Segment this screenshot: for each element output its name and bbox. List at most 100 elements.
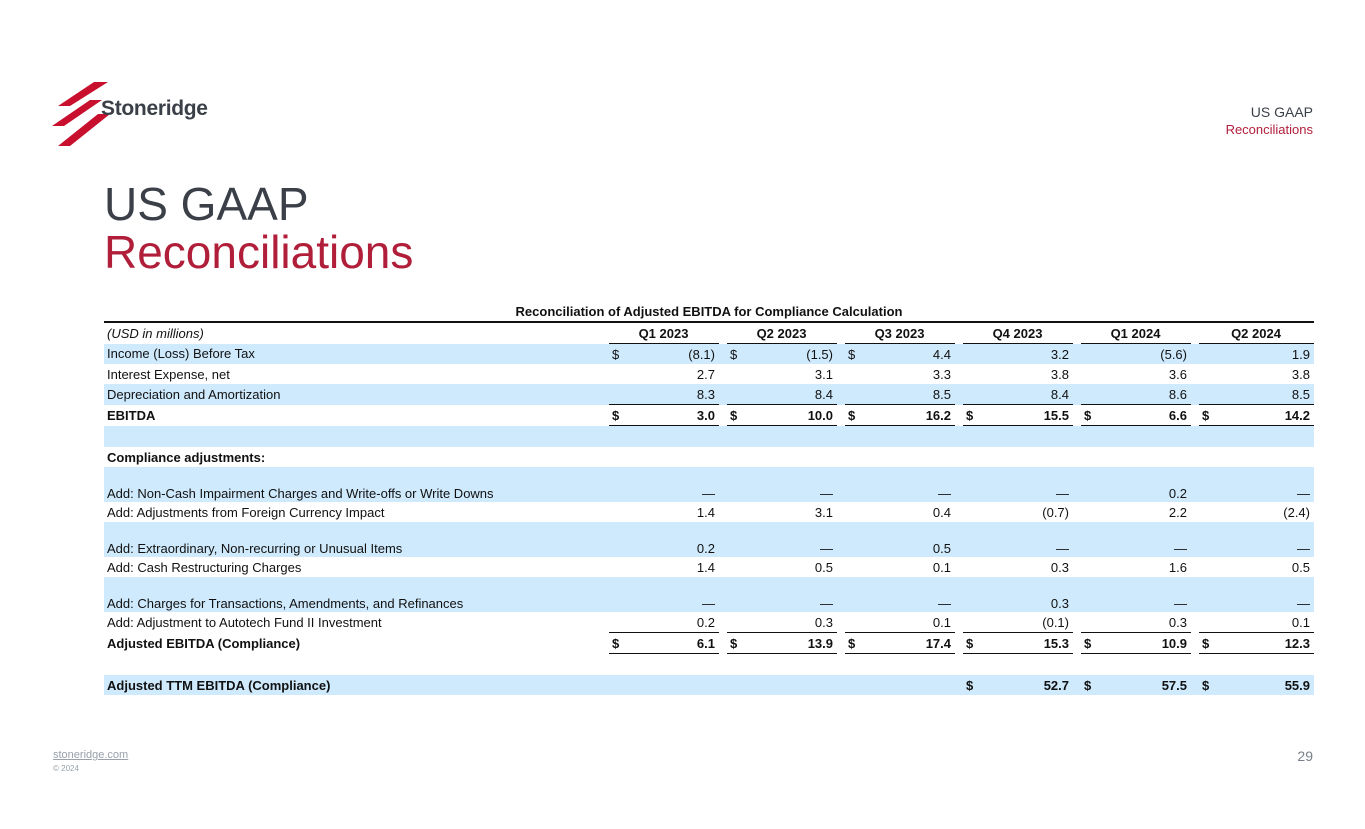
value-cell: $16.2 [845, 404, 955, 426]
value-cell: 3.1 [727, 364, 837, 384]
footer-copyright: © 2024 [53, 764, 79, 773]
value-cell: 3.6 [1081, 364, 1191, 384]
cell-value: 0.2 [1168, 486, 1187, 501]
value-cell: $13.9 [727, 632, 837, 654]
currency-symbol: $ [966, 677, 974, 693]
currency-symbol: $ [1084, 407, 1092, 423]
cell-value: — [820, 596, 833, 611]
cell-value: 0.3 [1050, 596, 1069, 611]
cell-value: — [1174, 541, 1187, 556]
value-cell: 1.4 [609, 502, 719, 522]
value-cell: 8.3 [609, 384, 719, 405]
cell-value: 10.0 [807, 407, 833, 423]
value-cell [609, 675, 719, 695]
cell-value: — [1174, 596, 1187, 611]
ebitda-reconciliation-table: (USD in millions) Q1 2023 Q2 2023 Q3 202… [104, 321, 1314, 695]
cell-value: 8.4 [1050, 386, 1069, 402]
currency-symbol: $ [612, 407, 620, 423]
value-cell: 8.5 [1199, 384, 1314, 405]
value-cell: — [845, 577, 955, 612]
cell-value: 15.5 [1043, 407, 1069, 423]
cell-value: 8.6 [1168, 386, 1187, 402]
value-cell: — [1199, 577, 1314, 612]
cell-value: 0.1 [932, 614, 951, 630]
column-header: Q2 2023 [727, 321, 837, 344]
value-cell [845, 447, 955, 467]
stoneridge-logo-mark [52, 82, 110, 146]
value-cell: — [1199, 467, 1314, 502]
currency-symbol: $ [1202, 677, 1210, 693]
value-cell: 0.1 [845, 557, 955, 577]
currency-symbol: $ [730, 407, 738, 423]
row-label: Add: Charges for Transactions, Amendment… [104, 577, 609, 612]
cell-value: — [1297, 486, 1310, 501]
currency-symbol: $ [730, 346, 738, 362]
value-cell [1199, 447, 1314, 467]
cell-value: 0.1 [1291, 614, 1310, 630]
table-row: Add: Adjustments from Foreign Currency I… [104, 502, 1314, 522]
table-row: Income (Loss) Before Tax $ (8.1) $ (1.5) $4.4… [104, 343, 1314, 364]
value-cell: 0.3 [963, 557, 1073, 577]
cell-value: 3.6 [1168, 366, 1187, 382]
cell-value: 8.5 [932, 386, 951, 402]
cell-value: 8.4 [814, 386, 833, 402]
value-cell: 3.8 [963, 364, 1073, 384]
row-label: Add: Non-Cash Impairment Charges and Wri… [104, 467, 609, 502]
cell-value: 3.1 [814, 504, 833, 520]
section-header-line1: US GAAP [1250, 104, 1313, 120]
row-label: Compliance adjustments: [107, 449, 266, 465]
cell-value: 0.3 [814, 614, 833, 630]
cell-value: 10.9 [1161, 635, 1187, 651]
value-cell: — [609, 467, 719, 502]
value-cell: — [727, 577, 837, 612]
value-cell: 0.5 [1199, 557, 1314, 577]
value-cell: — [1081, 577, 1191, 612]
spacer-row [104, 654, 1314, 676]
cell-value: 57.5 [1161, 677, 1187, 693]
table-row: Interest Expense, net 2.7 3.1 3.3 3.8 3.6 3.8 [104, 364, 1314, 384]
value-cell: $10.9 [1081, 632, 1191, 654]
value-cell: 3.2 [963, 343, 1073, 364]
page-title: US GAAP Reconciliations [104, 180, 413, 276]
value-cell: 0.3 [727, 612, 837, 633]
value-cell [845, 675, 955, 695]
column-header: Q2 2024 [1199, 321, 1314, 344]
footer-website-link[interactable]: stoneridge.com [53, 749, 129, 761]
cell-value: 2.7 [696, 366, 715, 382]
value-cell: 2.7 [609, 364, 719, 384]
cell-value: — [1056, 486, 1069, 501]
cell-value: 0.5 [814, 559, 833, 575]
value-cell: 0.3 [963, 577, 1073, 612]
cell-value: 0.3 [1050, 559, 1069, 575]
row-label: Add: Adjustment to Autotech Fund II Inve… [107, 614, 382, 630]
logo-stripe-icon [52, 100, 102, 126]
cell-value: — [1297, 541, 1310, 556]
cell-value: 13.9 [807, 635, 833, 651]
row-label: Add: Adjustments from Foreign Currency I… [107, 504, 385, 520]
row-label: EBITDA [107, 407, 156, 423]
cell-value: — [938, 596, 951, 611]
currency-symbol: $ [1202, 407, 1210, 423]
logo-stripe-icon [58, 114, 110, 146]
page-title-line2: Reconciliations [104, 226, 414, 278]
value-cell: 1.6 [1081, 557, 1191, 577]
cell-value: 6.1 [696, 635, 715, 651]
value-cell: $17.4 [845, 632, 955, 654]
value-cell: 0.1 [845, 612, 955, 633]
cell-value: 3.3 [932, 366, 951, 382]
value-cell: — [845, 467, 955, 502]
value-cell: 8.5 [845, 384, 955, 405]
value-cell [727, 675, 837, 695]
cell-value: (8.1) [688, 346, 715, 362]
cell-value: 0.1 [932, 559, 951, 575]
row-label: Adjusted EBITDA (Compliance) [107, 635, 301, 651]
value-cell: — [1081, 522, 1191, 557]
value-cell [727, 447, 837, 467]
cell-value: 0.3 [1168, 614, 1187, 630]
value-cell: (2.4) [1199, 502, 1314, 522]
cell-value: — [938, 486, 951, 501]
value-cell: $4.4 [845, 343, 955, 364]
value-cell: $10.0 [727, 404, 837, 426]
column-header: Q3 2023 [845, 321, 955, 344]
value-cell: 8.4 [963, 384, 1073, 405]
